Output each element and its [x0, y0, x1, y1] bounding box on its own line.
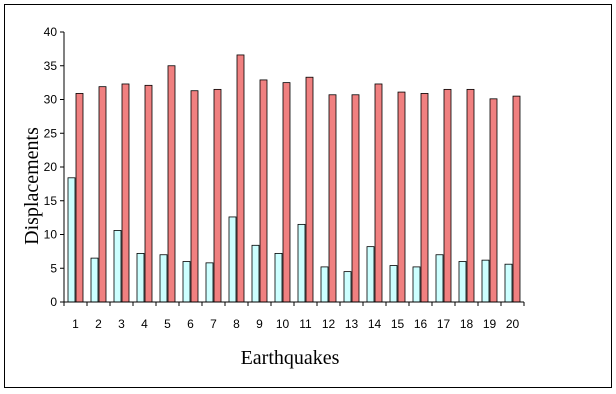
x-tick-label: 10 — [276, 317, 290, 331]
y-tick-label: 25 — [44, 126, 58, 140]
y-tick-label: 40 — [44, 25, 58, 39]
x-tick-label: 1 — [72, 317, 79, 331]
y-axis-title: Displacements — [21, 127, 43, 245]
bar-series-1 — [205, 262, 214, 303]
bar-series-1 — [435, 254, 444, 303]
bar-series-2 — [489, 98, 498, 303]
bar-series-2 — [121, 83, 130, 303]
x-tick-label: 5 — [164, 317, 171, 331]
x-tick-label: 7 — [210, 317, 217, 331]
y-tick-label: 0 — [50, 295, 57, 309]
bar-series-1 — [113, 230, 122, 303]
bar-series-2 — [190, 90, 199, 303]
bar-series-1 — [67, 177, 76, 303]
y-tick-label: 35 — [44, 59, 58, 73]
bar-series-1 — [320, 266, 329, 303]
bar-series-2 — [397, 91, 406, 303]
bar-series-2 — [75, 93, 84, 303]
x-tick-label: 2 — [95, 317, 102, 331]
bar-series-1 — [481, 259, 490, 303]
bar-series-1 — [182, 261, 191, 303]
bar-series-1 — [389, 265, 398, 303]
bar-series-2 — [236, 54, 245, 303]
bar-series-1 — [504, 263, 513, 303]
bar-series-2 — [213, 88, 222, 303]
y-tick-label: 5 — [50, 261, 57, 275]
bar-series-2 — [167, 65, 176, 303]
bar-series-2 — [351, 94, 360, 303]
bar-series-2 — [328, 94, 337, 303]
bar-series-2 — [420, 93, 429, 303]
bar-series-2 — [466, 88, 475, 303]
bar-series-1 — [90, 257, 99, 303]
x-tick-label: 6 — [187, 317, 194, 331]
bar-series-2 — [282, 82, 291, 303]
y-tick-label: 10 — [44, 228, 58, 242]
bar-series-1 — [159, 254, 168, 303]
x-tick-label: 20 — [506, 317, 520, 331]
bar-series-2 — [259, 79, 268, 303]
x-tick-label: 12 — [322, 317, 336, 331]
x-tick-label: 4 — [141, 317, 148, 331]
bar-series-1 — [274, 252, 283, 303]
x-tick-label: 11 — [299, 317, 312, 331]
x-tick-label: 16 — [414, 317, 428, 331]
bar-series-2 — [512, 95, 521, 303]
bar-series-1 — [458, 261, 467, 303]
x-tick-label: 15 — [391, 317, 405, 331]
bar-series-2 — [144, 84, 153, 303]
bar-series-1 — [412, 266, 421, 303]
x-tick-label: 18 — [460, 317, 474, 331]
bar-series-2 — [98, 86, 107, 303]
y-tick-label: 30 — [44, 93, 58, 107]
bar-series-1 — [136, 252, 145, 303]
bar-series-2 — [374, 83, 383, 303]
x-tick-label: 17 — [437, 317, 451, 331]
bar-series-2 — [443, 88, 452, 303]
bar-series-1 — [297, 223, 306, 303]
x-tick-label: 3 — [118, 317, 125, 331]
x-tick-label: 8 — [233, 317, 240, 331]
x-axis-title: Earthquakes — [241, 347, 340, 369]
x-tick-label: 14 — [368, 317, 382, 331]
x-tick-label: 13 — [345, 317, 359, 331]
y-tick-label: 15 — [44, 194, 58, 208]
x-tick-label: 19 — [483, 317, 497, 331]
bar-series-1 — [228, 216, 237, 303]
y-tick-label: 20 — [44, 160, 58, 174]
bar-series-1 — [251, 244, 260, 303]
bar-series-1 — [343, 271, 352, 303]
x-tick-label: 9 — [256, 317, 263, 331]
bar-series-2 — [305, 76, 314, 303]
bar-series-1 — [366, 246, 375, 303]
